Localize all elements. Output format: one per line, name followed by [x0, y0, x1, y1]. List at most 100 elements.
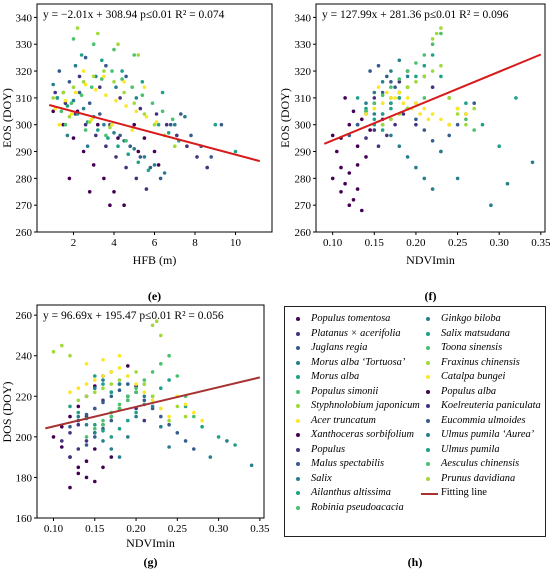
- legend-marker-icon: [426, 331, 430, 336]
- data-point: [216, 435, 221, 439]
- data-point: [150, 404, 155, 409]
- data-point: [120, 69, 124, 73]
- data-point: [414, 122, 418, 127]
- data-point: [422, 63, 427, 68]
- x-tick-label: 0.25: [448, 237, 468, 249]
- data-point: [87, 101, 92, 105]
- data-point: [405, 69, 410, 73]
- x-axis-label-g: NDVImin: [126, 536, 175, 550]
- data-point: [159, 333, 163, 338]
- data-point: [96, 128, 100, 132]
- data-point: [102, 74, 106, 79]
- equation-g: y = 96.69x + 195.47 p≤0.01 R² = 0.056: [43, 310, 224, 322]
- data-point: [55, 96, 60, 100]
- data-point: [109, 370, 114, 374]
- data-point: [405, 85, 410, 89]
- data-point: [136, 160, 141, 165]
- data-point: [109, 435, 114, 439]
- data-point: [183, 439, 188, 443]
- data-point: [389, 117, 393, 122]
- data-point: [94, 133, 98, 138]
- legend-item: Malus spectabilis: [289, 457, 421, 472]
- data-point: [67, 80, 72, 84]
- data-point: [372, 117, 377, 122]
- data-point: [393, 122, 397, 127]
- data-point: [124, 104, 128, 108]
- data-point: [200, 424, 204, 429]
- data-point: [397, 77, 402, 81]
- legend-label: Toona sinensis: [441, 342, 503, 353]
- legend-marker-icon: [426, 317, 430, 321]
- data-point: [355, 163, 360, 167]
- data-point: [134, 410, 138, 415]
- legend-marker-icon: [296, 317, 300, 321]
- data-point: [330, 133, 335, 138]
- data-point: [116, 136, 120, 140]
- data-point: [91, 42, 96, 46]
- y-tick-label: 280: [16, 173, 33, 185]
- x-tick-label: 0.30: [209, 523, 229, 535]
- data-point: [114, 98, 118, 103]
- data-point: [439, 63, 443, 68]
- data-point: [59, 109, 64, 114]
- data-point: [464, 122, 468, 127]
- data-point: [380, 101, 385, 105]
- legend-item: Catalpa bungei: [419, 370, 547, 385]
- data-point: [117, 402, 122, 407]
- legend-marker-icon: [296, 375, 300, 379]
- data-point: [162, 171, 167, 175]
- data-point: [96, 31, 100, 36]
- data-point: [430, 112, 435, 116]
- data-point: [109, 394, 114, 399]
- data-point: [439, 117, 443, 122]
- data-point: [447, 133, 452, 138]
- data-point: [138, 106, 143, 111]
- data-point: [102, 176, 106, 181]
- data-point: [84, 362, 89, 366]
- legend-label: Morus alba: [311, 371, 360, 382]
- data-point: [422, 128, 427, 132]
- data-point: [132, 53, 136, 57]
- data-point: [249, 463, 254, 468]
- data-point: [209, 155, 213, 159]
- legend-column-2: Ginkgo biloba Salix matsudana Toona sinens…: [419, 312, 547, 501]
- data-point: [114, 155, 118, 159]
- data-point: [93, 426, 97, 431]
- data-point: [385, 74, 389, 79]
- data-point: [84, 394, 89, 399]
- plot-area-g: [36, 304, 265, 519]
- data-point: [376, 85, 381, 89]
- data-point: [93, 422, 97, 427]
- panel-e: 2 4 6 8 10 260 270 280 290 300 310 320 330 340 y = −…: [0, 3, 273, 303]
- data-point: [104, 144, 108, 148]
- legend-label: Fraxinus chinensis: [441, 356, 520, 368]
- legend-item: Ailanthus altissima: [289, 486, 421, 501]
- data-point: [464, 112, 468, 116]
- data-point: [134, 386, 138, 391]
- data-point: [422, 96, 427, 100]
- data-point: [93, 406, 97, 411]
- y-tick-label: 200: [16, 432, 33, 444]
- data-point: [372, 96, 377, 100]
- legend-label-fit: Fitting line: [441, 487, 487, 498]
- data-point: [122, 90, 126, 95]
- x-tick-label: 6: [152, 237, 158, 249]
- data-point: [418, 112, 422, 116]
- data-point: [84, 439, 89, 443]
- data-point: [109, 455, 114, 459]
- legend-marker-icon: [426, 375, 430, 379]
- data-point: [84, 422, 89, 427]
- data-point: [93, 435, 97, 439]
- data-point: [126, 382, 130, 386]
- data-point: [167, 422, 171, 427]
- data-point: [455, 176, 460, 181]
- data-point: [51, 82, 55, 87]
- legend-label: Morus alba ‘Tortuosa’: [311, 356, 406, 368]
- data-point: [108, 203, 112, 207]
- x-tick-label: 0.10: [44, 523, 64, 535]
- data-point: [447, 122, 452, 127]
- data-point: [150, 370, 155, 374]
- data-point: [73, 63, 78, 68]
- data-point: [472, 128, 477, 132]
- data-point: [134, 96, 139, 100]
